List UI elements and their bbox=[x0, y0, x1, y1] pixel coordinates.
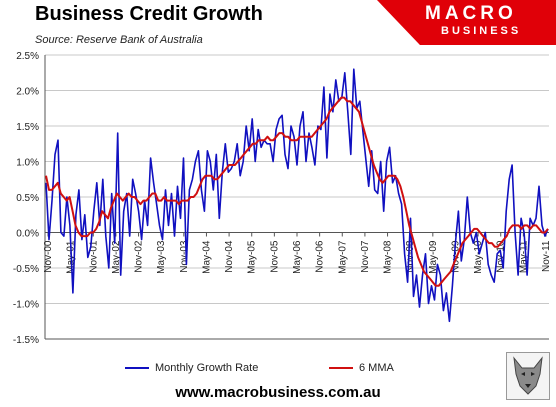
x-tick-label: Nov-07 bbox=[360, 240, 371, 273]
x-tick-label: Nov-06 bbox=[315, 240, 326, 273]
series-line-monthly bbox=[45, 68, 549, 323]
page-title: Business Credit Growth bbox=[35, 3, 263, 25]
legend-swatch-mma bbox=[329, 367, 353, 370]
x-tick-label: Nov-05 bbox=[269, 240, 280, 273]
x-tick-label: May-02 bbox=[111, 240, 122, 274]
y-tick-label: 0.5% bbox=[16, 193, 39, 204]
legend-item-monthly: Monthly Growth Rate bbox=[125, 362, 258, 376]
chart-source: Source: Reserve Bank of Australia bbox=[35, 34, 203, 46]
x-tick-label: May-06 bbox=[292, 240, 303, 274]
y-tick-label: -1.0% bbox=[13, 300, 39, 311]
y-tick-label: -1.5% bbox=[13, 335, 39, 346]
series-line-mma bbox=[45, 96, 549, 287]
y-tick-label: 2.0% bbox=[16, 87, 39, 98]
y-tick-label: 0.0% bbox=[16, 229, 39, 240]
legend-label-monthly: Monthly Growth Rate bbox=[155, 362, 259, 374]
x-tick-label: Nov-11 bbox=[541, 240, 552, 272]
x-tick-label: May-05 bbox=[247, 240, 258, 274]
x-tick-label: May-03 bbox=[156, 240, 167, 274]
x-tick-label: Nov-04 bbox=[224, 240, 235, 273]
x-tick-label: Nov-00 bbox=[43, 240, 54, 273]
x-tick-label: May-08 bbox=[383, 240, 394, 274]
legend-label-mma: 6 MMA bbox=[359, 362, 394, 374]
x-tick-label: May-09 bbox=[428, 240, 439, 274]
logo-text-business: BUSINESS bbox=[441, 25, 522, 37]
x-tick-label: May-04 bbox=[201, 240, 212, 274]
y-tick-label: 1.5% bbox=[16, 122, 39, 133]
x-tick-label: Nov-01 bbox=[88, 240, 99, 273]
legend-item-mma: 6 MMA bbox=[329, 362, 394, 376]
macrobusiness-logo: MACRO BUSINESS bbox=[377, 0, 556, 45]
x-tick-label: May-10 bbox=[473, 240, 484, 274]
y-tick-label: 2.5% bbox=[16, 51, 39, 62]
y-tick-label: 1.0% bbox=[16, 158, 39, 169]
y-tick-label: -0.5% bbox=[13, 264, 39, 275]
wolf-logo-icon bbox=[506, 352, 550, 400]
x-tick-label: May-07 bbox=[337, 240, 348, 274]
legend-swatch-monthly bbox=[125, 367, 149, 370]
x-tick-label: Nov-02 bbox=[134, 240, 145, 273]
x-tick-label: Nov-03 bbox=[179, 240, 190, 273]
logo-text-macro: MACRO bbox=[425, 3, 517, 24]
x-tick-label: May-11 bbox=[518, 240, 529, 273]
x-tick-label: Nov-08 bbox=[405, 240, 416, 273]
footer-url: www.macrobusiness.com.au bbox=[175, 384, 381, 401]
